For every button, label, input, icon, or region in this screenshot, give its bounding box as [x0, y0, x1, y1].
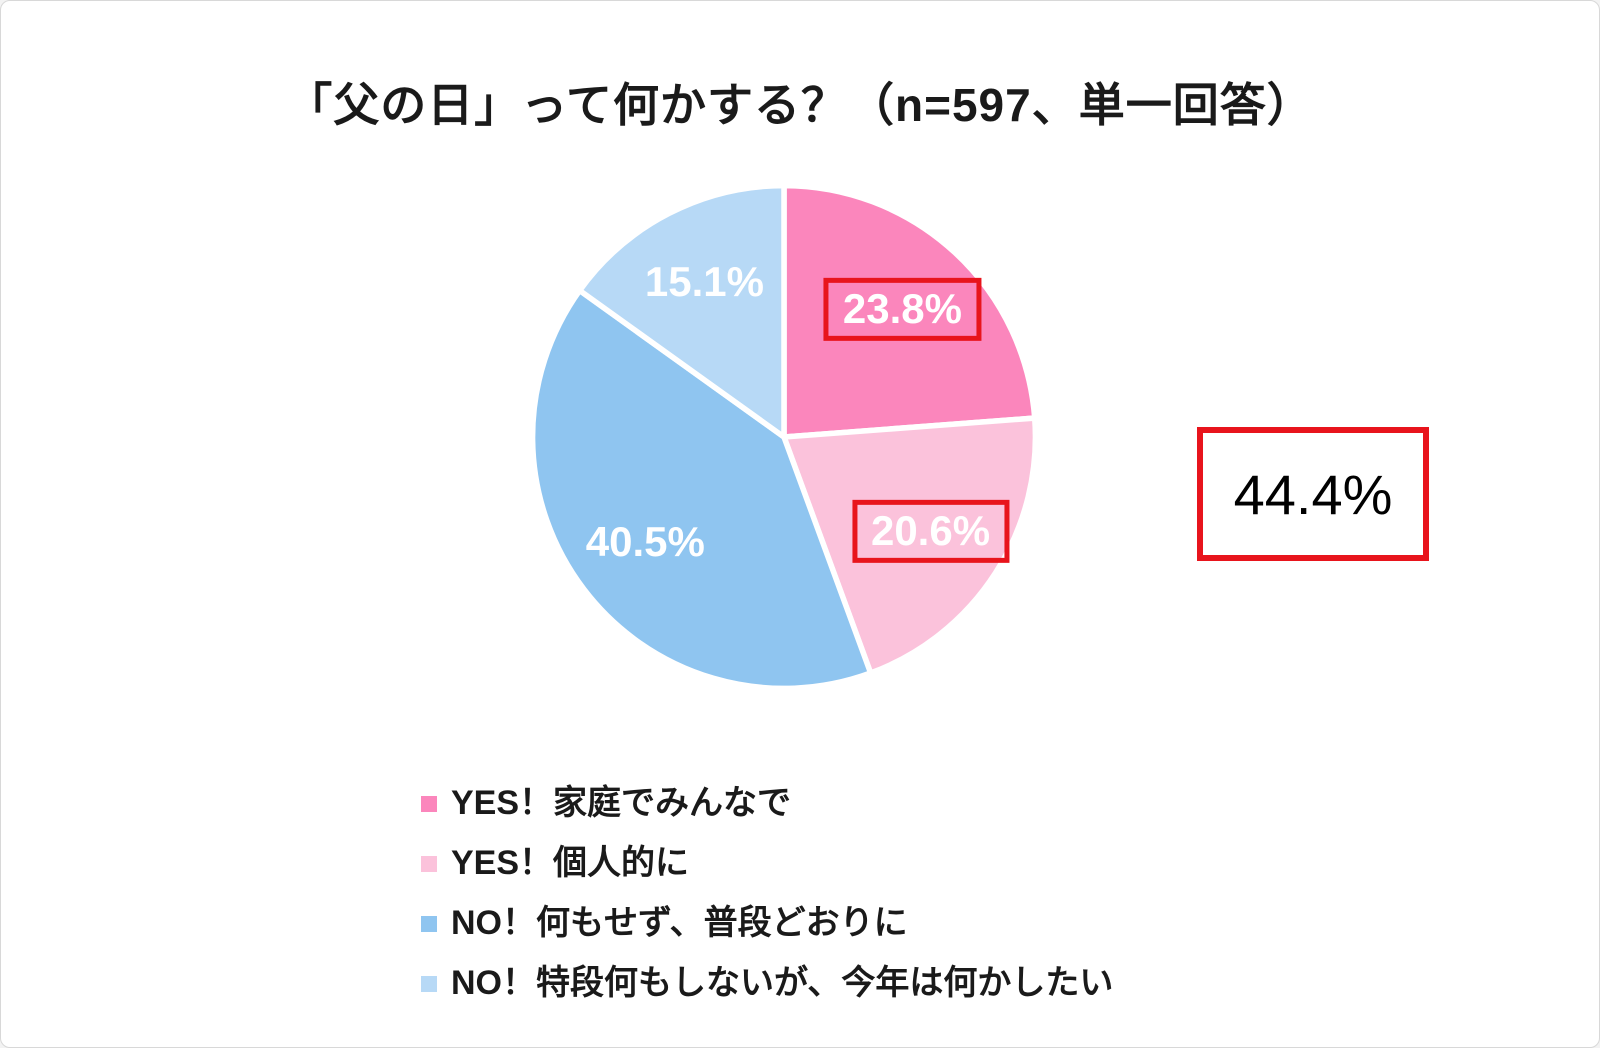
yes-total-box: 44.4%: [1197, 427, 1429, 561]
legend-label: NO！特段何もしないが、今年は何かしたい: [451, 964, 1114, 1003]
yes-total-value: 44.4%: [1233, 462, 1393, 526]
pie-slice-2: [529, 287, 874, 692]
legend-marker-icon: [421, 975, 437, 992]
chart-legend: YES！家庭でみんなで YES！個人的に NO！何もせず、普段どおりに NO！特段何も…: [421, 783, 1113, 1004]
legend-label: YES！家庭でみんなで: [451, 784, 792, 823]
pie-slice-1: [781, 415, 1039, 676]
legend-item-1: YES！個人的に: [421, 843, 1113, 884]
chart-title: 「父の日」って何かする？（n=597、単一回答）: [286, 79, 1314, 131]
legend-item-0: YES！家庭でみんなで: [421, 783, 1113, 824]
legend-item-2: NO！何もせず、普段どおりに: [421, 903, 1113, 944]
legend-label: NO！何もせず、普段どおりに: [451, 904, 908, 943]
pie-svg: [529, 182, 1039, 692]
legend-marker-icon: [421, 915, 437, 932]
pie-chart: 23.8% 20.6% 40.5% 15.1%: [520, 173, 1048, 701]
legend-label: YES！個人的に: [451, 844, 690, 883]
legend-marker-icon: [421, 795, 437, 812]
legend-marker-icon: [421, 855, 437, 872]
pie-slice-0: [781, 182, 1038, 440]
pie-slice-3: [576, 182, 787, 440]
legend-item-3: NO！特段何もしないが、今年は何かしたい: [421, 963, 1113, 1004]
